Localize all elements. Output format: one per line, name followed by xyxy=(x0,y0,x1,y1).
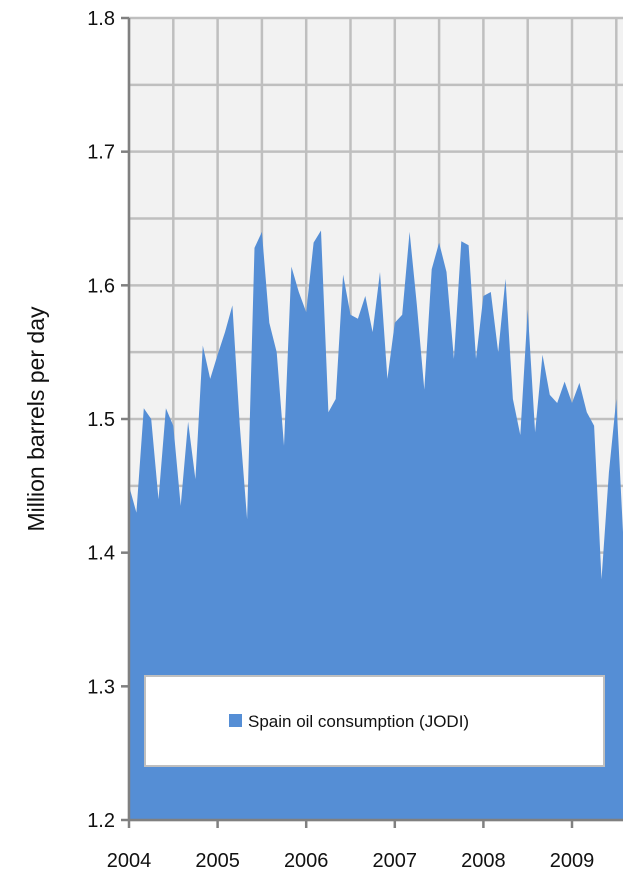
legend-swatch xyxy=(229,714,242,727)
x-tick-labels: 2004 2005 2006 2007 2008 2009 xyxy=(107,850,595,872)
x-tick-label: 2008 xyxy=(461,850,506,872)
y-tick-label: 1.4 xyxy=(87,543,115,565)
y-tick-labels: 1.2 1.3 1.4 1.5 1.6 1.7 1.8 xyxy=(87,8,115,832)
series-area-spain-oil-consumption xyxy=(129,230,623,820)
y-tick-label: 1.6 xyxy=(87,275,115,297)
x-tick-label: 2009 xyxy=(550,850,595,872)
axes xyxy=(121,16,623,828)
x-tick-label: 2007 xyxy=(373,850,418,872)
y-tick-label: 1.7 xyxy=(87,142,115,164)
y-tick-label: 1.2 xyxy=(87,810,115,832)
x-tick-label: 2005 xyxy=(195,850,240,872)
y-tick-label: 1.3 xyxy=(87,676,115,698)
legend: Spain oil consumption (JODI) xyxy=(144,675,605,767)
y-tick-label: 1.8 xyxy=(87,8,115,30)
x-tick-label: 2006 xyxy=(284,850,329,872)
legend-label: Spain oil consumption (JODI) xyxy=(248,712,469,731)
x-tick-label: 2004 xyxy=(107,850,152,872)
legend-box xyxy=(144,675,605,767)
y-tick-label: 1.5 xyxy=(87,409,115,431)
y-axis-title: Million barrels per day xyxy=(23,306,49,531)
